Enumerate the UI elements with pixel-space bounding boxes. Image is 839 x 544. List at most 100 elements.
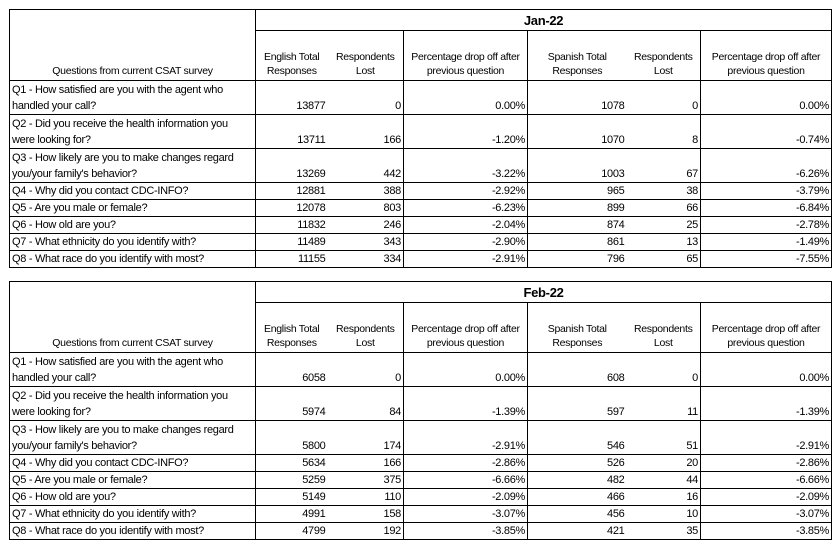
spanish-total-cell: 482 bbox=[527, 471, 627, 489]
spanish-total-cell: 861 bbox=[527, 233, 627, 251]
table-row: Q6 - How old are you? 5149 110 -2.09% 466 16-… bbox=[9, 488, 833, 506]
column-header-spanish-total: Spanish Total Responses bbox=[527, 302, 627, 353]
spanish-pct-cell: -2.78% bbox=[699, 216, 833, 234]
month-header: Feb-22 bbox=[254, 281, 833, 303]
english-pct-cell: -2.86% bbox=[403, 454, 528, 472]
english-lost-cell: 166 bbox=[327, 114, 404, 149]
column-header-spanish-total: Spanish Total Responses bbox=[527, 30, 627, 81]
spanish-lost-cell: 66 bbox=[626, 199, 701, 217]
english-pct-cell: -3.85% bbox=[403, 522, 528, 540]
english-lost-cell: 174 bbox=[327, 420, 404, 455]
column-header-respondents-lost-en: Respondents Lost bbox=[327, 302, 404, 353]
spanish-lost-cell: 0 bbox=[626, 80, 701, 115]
question-cell: Q6 - How old are you? bbox=[9, 488, 256, 506]
spanish-pct-cell: -1.49% bbox=[699, 233, 833, 251]
table-row: Q8 - What race do you identify with most… bbox=[9, 522, 833, 540]
column-header-respondents-lost-es: Respondents Lost bbox=[626, 30, 701, 81]
spanish-pct-cell: -0.74% bbox=[699, 114, 833, 149]
english-pct-cell: -6.66% bbox=[403, 471, 528, 489]
table-row: Q6 - How old are you? 11832 246 -2.04% 874 25… bbox=[9, 216, 833, 234]
english-total-cell: 5974 bbox=[255, 386, 328, 421]
spanish-pct-cell: -2.91% bbox=[699, 420, 833, 455]
spanish-pct-cell: -3.85% bbox=[699, 522, 833, 540]
spanish-lost-cell: 44 bbox=[626, 471, 701, 489]
column-header-pct-drop-en: Percentage drop off after previous quest… bbox=[403, 302, 528, 353]
spanish-pct-cell: -6.26% bbox=[699, 148, 833, 183]
spanish-total-cell: 1078 bbox=[527, 80, 627, 115]
english-lost-cell: 166 bbox=[327, 454, 404, 472]
table-row: Q5 - Are you male or female? 12078 803 -6.2… bbox=[9, 199, 833, 217]
english-lost-cell: 388 bbox=[327, 182, 404, 200]
table-row: Q7 - What ethnicity do you identify with… bbox=[9, 505, 833, 523]
spanish-pct-cell: -7.55% bbox=[699, 250, 833, 268]
column-header-pct-drop-es: Percentage drop off after previous quest… bbox=[699, 30, 833, 81]
english-total-cell: 12078 bbox=[255, 199, 328, 217]
spanish-lost-cell: 11 bbox=[626, 386, 701, 421]
spanish-pct-cell: 0.00% bbox=[699, 352, 833, 387]
table-row: Q1 - How satisfied are you with the agen… bbox=[9, 352, 833, 387]
question-cell: Q2 - Did you receive the health informat… bbox=[9, 114, 256, 149]
question-cell: Q4 - Why did you contact CDC-INFO? bbox=[9, 454, 256, 472]
table-row: Q4 - Why did you contact CDC-INFO? 5634 16… bbox=[9, 454, 833, 472]
spanish-pct-cell: 0.00% bbox=[699, 80, 833, 115]
blank-header-cell bbox=[9, 281, 256, 303]
english-total-cell: 11155 bbox=[255, 250, 328, 268]
question-cell: Q8 - What race do you identify with most… bbox=[9, 522, 256, 540]
english-pct-cell: -1.20% bbox=[403, 114, 528, 149]
column-header-english-total: English Total Responses bbox=[255, 30, 328, 81]
column-header-english-total: English Total Responses bbox=[255, 302, 328, 353]
spanish-total-cell: 899 bbox=[527, 199, 627, 217]
spanish-pct-cell: -1.39% bbox=[699, 386, 833, 421]
spanish-lost-cell: 38 bbox=[626, 182, 701, 200]
english-pct-cell: -1.39% bbox=[403, 386, 528, 421]
english-total-cell: 12881 bbox=[255, 182, 328, 200]
english-total-cell: 13711 bbox=[255, 114, 328, 149]
english-pct-cell: -2.92% bbox=[403, 182, 528, 200]
english-lost-cell: 375 bbox=[327, 471, 404, 489]
english-total-cell: 6058 bbox=[255, 352, 328, 387]
english-total-cell: 13877 bbox=[255, 80, 328, 115]
english-pct-cell: -3.22% bbox=[403, 148, 528, 183]
english-total-cell: 5259 bbox=[255, 471, 328, 489]
english-pct-cell: -2.91% bbox=[403, 250, 528, 268]
question-cell: Q1 - How satisfied are you with the agen… bbox=[9, 80, 256, 115]
blank-header-cell bbox=[9, 9, 256, 31]
question-cell: Q4 - Why did you contact CDC-INFO? bbox=[9, 182, 256, 200]
spanish-pct-cell: -2.09% bbox=[699, 488, 833, 506]
spanish-lost-cell: 35 bbox=[626, 522, 701, 540]
spanish-lost-cell: 25 bbox=[626, 216, 701, 234]
month-header: Jan-22 bbox=[254, 9, 833, 31]
table-row: Q3 - How likely are you to make changes … bbox=[9, 148, 833, 183]
english-lost-cell: 84 bbox=[327, 386, 404, 421]
table-row: Q8 - What race do you identify with most… bbox=[9, 250, 833, 268]
column-header-respondents-lost-en: Respondents Lost bbox=[327, 30, 404, 81]
survey-table-jan-22: Jan-22 Questions from current CSAT survey… bbox=[9, 9, 833, 268]
spanish-lost-cell: 51 bbox=[626, 420, 701, 455]
spanish-total-cell: 874 bbox=[527, 216, 627, 234]
question-cell: Q2 - Did you receive the health informat… bbox=[9, 386, 256, 421]
spanish-lost-cell: 13 bbox=[626, 233, 701, 251]
spanish-lost-cell: 0 bbox=[626, 352, 701, 387]
english-lost-cell: 158 bbox=[327, 505, 404, 523]
table-row: Q3 - How likely are you to make changes … bbox=[9, 420, 833, 455]
english-total-cell: 11489 bbox=[255, 233, 328, 251]
question-cell: Q1 - How satisfied are you with the agen… bbox=[9, 352, 256, 387]
spanish-pct-cell: -2.86% bbox=[699, 454, 833, 472]
english-total-cell: 4799 bbox=[255, 522, 328, 540]
column-header-question: Questions from current CSAT survey bbox=[9, 302, 256, 353]
spanish-lost-cell: 20 bbox=[626, 454, 701, 472]
spanish-pct-cell: -3.79% bbox=[699, 182, 833, 200]
table-row: Q5 - Are you male or female? 5259 375 -6.66… bbox=[9, 471, 833, 489]
english-pct-cell: -6.23% bbox=[403, 199, 528, 217]
english-total-cell: 5800 bbox=[255, 420, 328, 455]
survey-table-feb-22: Feb-22 Questions from current CSAT survey… bbox=[9, 281, 833, 540]
english-pct-cell: -3.07% bbox=[403, 505, 528, 523]
question-cell: Q5 - Are you male or female? bbox=[9, 471, 256, 489]
question-cell: Q7 - What ethnicity do you identify with… bbox=[9, 505, 256, 523]
question-cell: Q6 - How old are you? bbox=[9, 216, 256, 234]
english-total-cell: 4991 bbox=[255, 505, 328, 523]
english-pct-cell: -2.90% bbox=[403, 233, 528, 251]
english-lost-cell: 192 bbox=[327, 522, 404, 540]
english-pct-cell: 0.00% bbox=[403, 352, 528, 387]
table-row: Q4 - Why did you contact CDC-INFO? 12881 3… bbox=[9, 182, 833, 200]
